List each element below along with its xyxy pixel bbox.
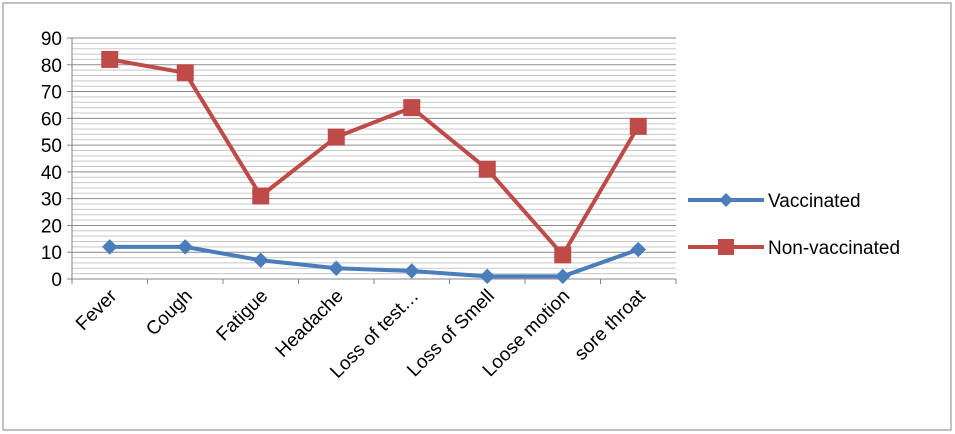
legend-item: Non-vaccinated (688, 238, 900, 259)
series-line (109, 57, 640, 257)
legend: Vaccinated Non-vaccinated (688, 191, 900, 259)
data-point-marker (629, 117, 647, 135)
y-tick-label: 20 (41, 216, 62, 237)
legend-marker (718, 239, 734, 255)
legend-label: Non-vaccinated (768, 238, 900, 259)
data-point-marker (101, 50, 119, 68)
data-point-marker (555, 268, 571, 285)
data-point-marker (328, 260, 344, 276)
data-point-marker (102, 239, 118, 255)
data-point-marker (176, 64, 194, 82)
series-vaccinated (102, 239, 646, 285)
y-tick-label: 40 (41, 163, 62, 184)
y-tick-label: 70 (41, 83, 62, 104)
data-point-marker (630, 241, 646, 258)
y-tick-label: 90 (41, 29, 62, 50)
y-tick-label: 50 (41, 136, 62, 157)
data-point-marker (177, 239, 193, 255)
y-tick-label: 60 (41, 109, 62, 130)
series-non-vaccinated (101, 50, 647, 264)
data-point-marker (554, 246, 572, 264)
data-point-marker (327, 128, 345, 146)
series-line (109, 244, 639, 279)
data-point-marker (253, 252, 269, 268)
y-tick-label: 10 (41, 243, 62, 264)
legend-marker (719, 193, 733, 207)
legend-label: Vaccinated (768, 191, 861, 212)
y-axis-tick-labels: 0 10 20 30 40 50 60 70 80 90 (41, 29, 62, 291)
data-point-marker (252, 187, 270, 205)
data-point-marker (479, 268, 495, 285)
data-point-marker (404, 263, 420, 279)
data-point-marker (478, 160, 496, 178)
series-layer (101, 50, 647, 285)
y-tick-label: 30 (41, 190, 62, 211)
y-tick-label: 0 (51, 270, 62, 291)
legend-item: Vaccinated (688, 191, 861, 212)
axes (67, 37, 677, 284)
data-point-marker (403, 99, 421, 117)
y-tick-label: 80 (41, 56, 62, 77)
